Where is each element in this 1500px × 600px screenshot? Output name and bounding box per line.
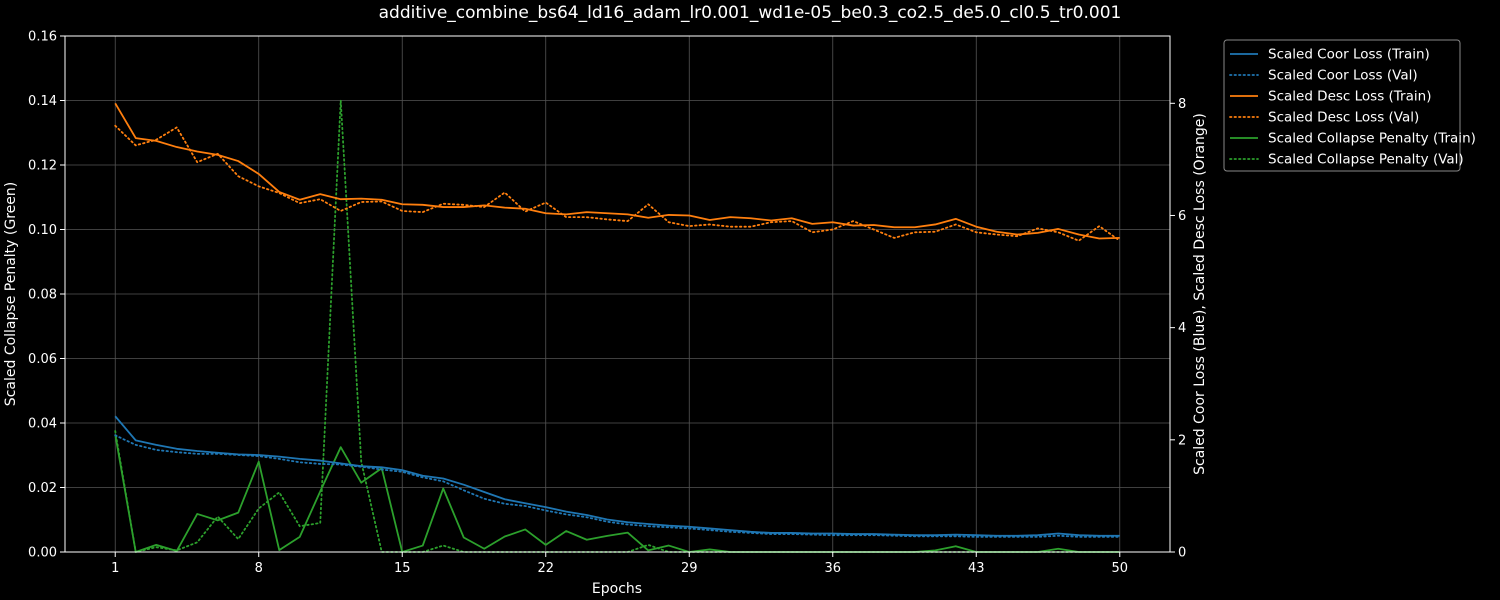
- x-tick-label: 15: [394, 561, 411, 576]
- legend-box: [1223, 39, 1461, 172]
- legend-entry: Scaled Desc Loss (Train): [1268, 89, 1431, 105]
- series-line-1: [114, 434, 1121, 538]
- y-left-tick-label: 0.00: [28, 546, 57, 561]
- legend-entry: Scaled Coor Loss (Val): [1268, 68, 1418, 84]
- legend-entry: Scaled Coor Loss (Train): [1268, 47, 1430, 63]
- series-line-4: [114, 434, 1120, 553]
- x-tick-label: 1: [111, 561, 119, 576]
- x-axis-label: Epochs: [592, 581, 642, 597]
- y-axis-right-ticks: 0 2 4 6 8: [1170, 97, 1186, 561]
- y-axis-left-ticks: 0.00 0.02 0.04 0.06 0.08 0.10 0.12 0.14 0.16: [28, 30, 65, 561]
- series-line-0: [114, 415, 1120, 537]
- y-left-tick-label: 0.06: [28, 352, 57, 367]
- y-right-tick-label: 2: [1178, 433, 1186, 448]
- y-right-tick-label: 0: [1178, 546, 1186, 561]
- y-right-tick-label: 8: [1178, 97, 1186, 112]
- legend: Scaled Coor Loss (Train) Scaled Coor Loss…: [1223, 39, 1476, 172]
- legend-entry: Scaled Desc Loss (Val): [1268, 110, 1419, 126]
- series-line-3: [114, 124, 1121, 242]
- y-left-tick-label: 0.10: [28, 223, 57, 238]
- x-tick-label: 50: [1111, 561, 1128, 576]
- y-right-tick-label: 4: [1178, 321, 1186, 336]
- chart-title: additive_combine_bs64_ld16_adam_lr0.001_…: [379, 3, 1122, 23]
- grid: [65, 35, 1170, 553]
- series-line-2: [114, 102, 1120, 240]
- x-tick-label: 22: [537, 561, 554, 576]
- y-axis-left-label: Scaled Collapse Penalty (Green): [3, 182, 19, 406]
- x-tick-label: 8: [255, 561, 263, 576]
- x-axis-ticks: 1 8 15 22 29 36 43 50: [111, 552, 1128, 576]
- series-layer: [114, 99, 1121, 553]
- y-left-tick-label: 0.08: [28, 288, 57, 303]
- y-left-tick-label: 0.04: [28, 417, 57, 432]
- x-tick-label: 36: [824, 561, 841, 576]
- legend-entry: Scaled Collapse Penalty (Train): [1268, 131, 1476, 147]
- y-right-tick-label: 6: [1178, 209, 1186, 224]
- y-left-tick-label: 0.16: [28, 30, 57, 45]
- y-left-tick-label: 0.02: [28, 481, 57, 496]
- legend-entry: Scaled Collapse Penalty (Val): [1268, 152, 1464, 168]
- y-left-tick-label: 0.14: [28, 94, 57, 109]
- y-left-tick-label: 0.12: [28, 159, 57, 174]
- y-axis-right-label: Scaled Coor Loss (Blue), Scaled Desc Los…: [1192, 113, 1208, 475]
- x-tick-label: 29: [681, 561, 698, 576]
- series-line-5: [114, 99, 1121, 553]
- x-tick-label: 43: [968, 561, 985, 576]
